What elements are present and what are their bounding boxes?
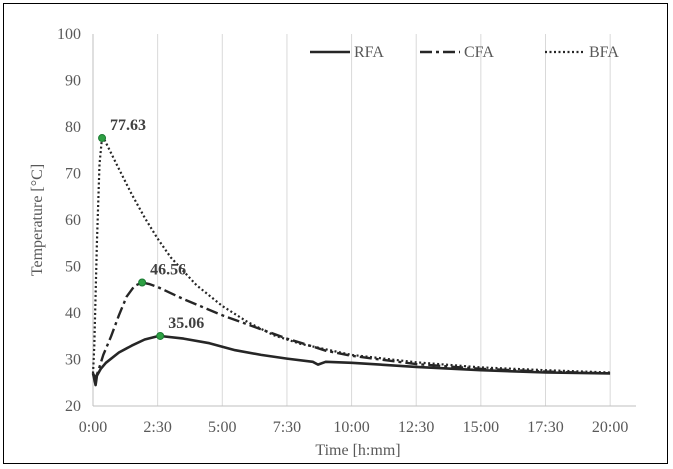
x-tick-label: 12:30 <box>398 419 434 436</box>
y-tick-label: 70 <box>65 166 81 183</box>
peak-marker <box>156 331 165 340</box>
labels: 0:00 2:30 5:00 7:30 10:00 12:30 15:00 17:30 20:0… <box>57 26 628 436</box>
x-tick-label: 20:00 <box>592 419 628 436</box>
y-tick-label: 80 <box>65 119 81 136</box>
series-line-rfa <box>91 334 611 387</box>
y-tick-label: 40 <box>65 305 81 322</box>
peak-markers <box>98 134 165 340</box>
series-lines <box>91 136 611 387</box>
x-tick-label: 5:00 <box>208 419 236 436</box>
x-tick-label: 10:00 <box>333 419 369 436</box>
y-axis-title: Temperature [°C] <box>29 164 46 276</box>
peak-label: 35.06 <box>168 315 204 332</box>
x-tick-label: 15:00 <box>463 419 499 436</box>
chart-frame <box>3 3 668 464</box>
grid-lines <box>157 34 611 406</box>
y-tick-label: 20 <box>65 398 81 415</box>
legend-label-cfa: CFA <box>464 44 494 61</box>
legend: RFA CFA BFA <box>310 44 619 61</box>
x-axis-title: Time [h:mm] <box>315 442 400 459</box>
peak-label: 77.63 <box>110 117 146 134</box>
axes <box>92 34 636 407</box>
x-tick-label: 7:30 <box>273 419 301 436</box>
series-line-cfa <box>91 281 611 380</box>
y-tick-label: 60 <box>65 212 81 229</box>
y-tick-label: 30 <box>65 352 81 369</box>
peak-label: 46.56 <box>150 261 186 278</box>
y-tick-label: 50 <box>65 259 81 276</box>
x-tick-label: 0:00 <box>79 419 107 436</box>
legend-label-rfa: RFA <box>354 44 384 61</box>
legend-label-bfa: BFA <box>589 44 619 61</box>
y-tick-label: 100 <box>57 26 81 43</box>
series-line-bfa <box>91 136 611 374</box>
peak-marker <box>98 134 107 143</box>
peak-marker <box>138 278 147 287</box>
y-tick-label: 90 <box>65 73 81 90</box>
x-tick-label: 2:30 <box>143 419 171 436</box>
x-tick-label: 17:30 <box>527 419 563 436</box>
